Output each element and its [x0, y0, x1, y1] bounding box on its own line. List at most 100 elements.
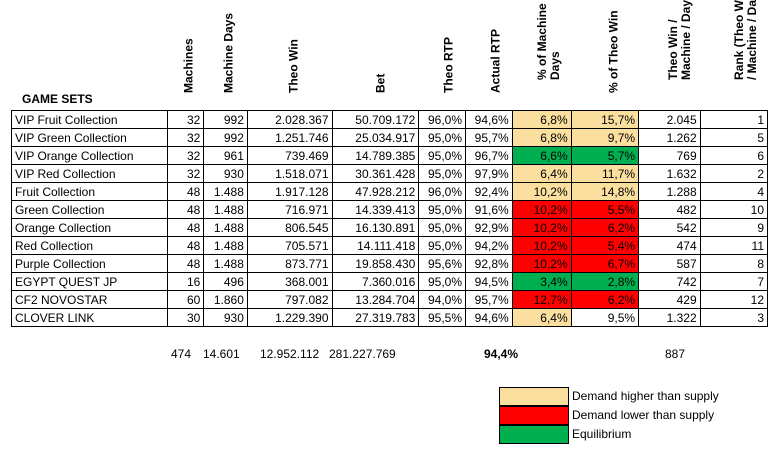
- cell-rank: 5: [699, 128, 768, 147]
- header-theo-rtp: Theo RTP: [441, 37, 455, 93]
- header-pct-theo-win-cell: % of Theo Win: [579, 0, 648, 108]
- cell-name: EGYPT QUEST JP: [10, 272, 169, 291]
- total-machine-days: 14.601: [203, 347, 240, 361]
- cell-theo: 1.917.128: [246, 182, 333, 201]
- cell-days: 1.488: [203, 254, 248, 273]
- cell-days: 930: [203, 164, 248, 183]
- cell-pmd: 10,2%: [511, 218, 572, 237]
- cell-twm: 542: [638, 218, 701, 237]
- legend-swatch-low: [499, 406, 569, 425]
- header-actual-rtp: Actual RTP: [488, 28, 502, 93]
- cell-rank: 10: [699, 200, 768, 219]
- header-pct-machine-days-cell: % of Machine Days: [519, 0, 579, 108]
- cell-days: 1.488: [203, 182, 248, 201]
- cell-twm: 474: [638, 236, 701, 255]
- cell-twm: 1.632: [638, 164, 701, 183]
- cell-trtp: 95,0%: [418, 218, 467, 237]
- header-rank: Rank (Theo Win / Machine / Day: [732, 0, 759, 80]
- cell-machines: 48: [167, 236, 205, 255]
- cell-rank: 3: [699, 308, 768, 327]
- cell-twm: 1.322: [638, 308, 701, 327]
- header-pct-machine-days: % of Machine Days: [535, 3, 562, 80]
- cell-name: CF2 NOVOSTAR: [10, 290, 169, 309]
- cell-bet: 13.284.704: [331, 290, 420, 309]
- cell-days: 496: [203, 272, 248, 291]
- cell-name: Purple Collection: [10, 254, 169, 273]
- header-bet: Bet: [373, 73, 388, 93]
- cell-artp: 95,7%: [465, 290, 513, 309]
- cell-pmd: 10,2%: [511, 200, 572, 219]
- header-theo-win-machine-day: Theo Win / Machine / Day: [665, 0, 693, 80]
- table-row: Green Collection 48 1.488 716.971 14.339.413…: [10, 200, 768, 219]
- table-row: VIP Orange Collection 32 961 739.469 14.789.…: [10, 146, 768, 165]
- cell-ptw: 5,5%: [570, 200, 640, 219]
- cell-days: 1.860: [203, 290, 248, 309]
- cell-bet: 7.360.016: [331, 272, 420, 291]
- cell-days: 1.488: [203, 200, 248, 219]
- header-machine-days-cell: Machine Days: [207, 0, 251, 108]
- cell-pmd: 10,2%: [511, 254, 572, 273]
- cell-twm: 769: [638, 146, 701, 165]
- cell-trtp: 95,0%: [418, 200, 467, 219]
- cell-ptw: 6,2%: [570, 218, 640, 237]
- header-theo-win: Theo Win: [286, 39, 301, 93]
- cell-artp: 92,4%: [465, 182, 513, 201]
- cell-rank: 2: [699, 164, 768, 183]
- legend-swatch-equilibrium: [499, 425, 569, 444]
- cell-machines: 48: [167, 254, 205, 273]
- header-bet-cell: Bet: [337, 0, 425, 108]
- cell-bet: 25.034.917: [331, 128, 420, 147]
- cell-rank: 1: [699, 110, 768, 129]
- cell-machines: 32: [167, 164, 205, 183]
- cell-days: 992: [203, 110, 248, 129]
- cell-pmd: 6,6%: [511, 146, 572, 165]
- cell-bet: 14.339.413: [331, 200, 420, 219]
- table-row: VIP Red Collection 32 930 1.518.071 30.361.4…: [10, 164, 768, 183]
- cell-trtp: 94,0%: [418, 290, 467, 309]
- cell-ptw: 2,8%: [570, 272, 640, 291]
- cell-machines: 30: [167, 308, 205, 327]
- cell-theo: 873.771: [246, 254, 333, 273]
- cell-ptw: 11,7%: [570, 164, 640, 183]
- cell-theo: 806.545: [246, 218, 333, 237]
- cell-pmd: 6,8%: [511, 110, 572, 129]
- cell-bet: 27.319.783: [331, 308, 420, 327]
- cell-rank: 4: [699, 182, 768, 201]
- cell-rank: 8: [699, 254, 768, 273]
- cell-theo: 716.971: [246, 200, 333, 219]
- cell-rank: 7: [699, 272, 768, 291]
- cell-pmd: 6,4%: [511, 164, 572, 183]
- cell-trtp: 95,6%: [418, 254, 467, 273]
- cell-name: Red Collection: [10, 236, 169, 255]
- cell-pmd: 12,7%: [511, 290, 572, 309]
- cell-bet: 30.361.428: [331, 164, 420, 183]
- cell-days: 961: [203, 146, 248, 165]
- legend-swatch-high: [499, 387, 569, 406]
- cell-pmd: 10,2%: [511, 182, 572, 201]
- cell-bet: 19.858.430: [331, 254, 420, 273]
- cell-artp: 92,9%: [465, 218, 513, 237]
- header-rank-cell: Rank (Theo Win / Machine / Day: [711, 0, 768, 108]
- cell-twm: 1.288: [638, 182, 701, 201]
- cell-ptw: 14,8%: [570, 182, 640, 201]
- table-row: CF2 NOVOSTAR 60 1.860 797.082 13.284.704 94,0…: [10, 290, 768, 309]
- cell-trtp: 95,0%: [418, 236, 467, 255]
- cell-twm: 742: [638, 272, 701, 291]
- cell-theo: 1.229.390: [246, 308, 333, 327]
- cell-bet: 14.789.385: [331, 146, 420, 165]
- cell-pmd: 6,8%: [511, 128, 572, 147]
- table-row: EGYPT QUEST JP 16 496 368.001 7.360.016 95,0%…: [10, 272, 768, 291]
- cell-theo: 2.028.367: [246, 110, 333, 129]
- header-machines-cell: Machines: [170, 0, 207, 108]
- cell-machines: 32: [167, 128, 205, 147]
- cell-name: VIP Red Collection: [10, 164, 169, 183]
- cell-artp: 91,6%: [465, 200, 513, 219]
- cell-name: Fruit Collection: [10, 182, 169, 201]
- cell-trtp: 95,0%: [418, 164, 467, 183]
- table-row: VIP Fruit Collection 32 992 2.028.367 50.709…: [10, 110, 768, 129]
- cell-ptw: 5,4%: [570, 236, 640, 255]
- cell-theo: 1.518.071: [246, 164, 333, 183]
- cell-trtp: 96,0%: [418, 182, 467, 201]
- cell-ptw: 15,7%: [570, 110, 640, 129]
- cell-trtp: 95,0%: [418, 272, 467, 291]
